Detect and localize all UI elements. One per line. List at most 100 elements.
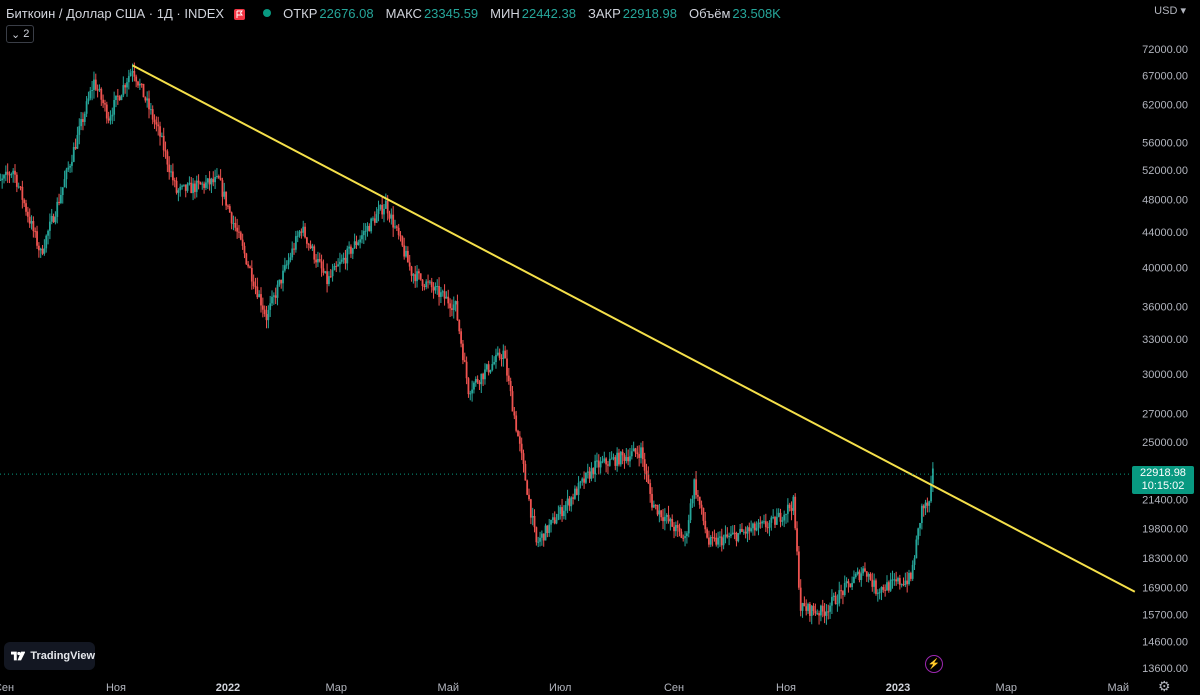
candle (629, 447, 631, 468)
candle (812, 603, 815, 616)
candle (568, 496, 571, 511)
candle (719, 531, 721, 547)
candle (528, 488, 530, 502)
time-tick-label: 2022 (216, 682, 240, 694)
candle (36, 225, 38, 249)
candle (577, 476, 580, 502)
candle (832, 592, 835, 601)
candle (304, 223, 306, 239)
candle (405, 245, 407, 258)
candle (596, 452, 598, 468)
candle (805, 599, 808, 616)
candle (695, 471, 697, 499)
last-price-label: 22918.98 10:15:02 (1132, 466, 1194, 494)
candle (83, 111, 86, 126)
candle (465, 356, 468, 385)
candle (482, 372, 485, 387)
candle (254, 277, 257, 295)
candle (818, 610, 820, 625)
candle (74, 138, 77, 150)
currency-selector[interactable]: USD ▾ (1154, 4, 1186, 17)
candle (487, 360, 490, 376)
trend-line[interactable] (132, 64, 1136, 593)
candle (113, 91, 116, 122)
candle (454, 300, 457, 312)
candlestick-series (0, 62, 934, 625)
candle (388, 210, 391, 223)
candle (307, 242, 310, 251)
candle (496, 346, 499, 357)
candle (579, 480, 582, 489)
volume-value: 23.508K (732, 5, 781, 21)
candle (562, 505, 565, 520)
candle (764, 513, 767, 532)
price-tick-label: 48000.00 (1142, 195, 1188, 207)
symbol-title[interactable]: Биткоин / Доллар США · 1Д · INDEX (6, 5, 225, 21)
candle (148, 90, 150, 119)
lightning-icon[interactable]: ⚡ (925, 655, 943, 673)
candle (493, 356, 496, 366)
gear-icon[interactable]: ⚙ (1158, 678, 1171, 694)
candle (640, 442, 642, 464)
candle (849, 583, 852, 588)
candle (168, 156, 171, 180)
candle (574, 485, 576, 500)
candle (317, 251, 319, 267)
candle (766, 521, 769, 534)
price-axis: 72000.00 67000.00 62000.00 56000.00 52000.00… (1142, 44, 1188, 675)
candle (47, 229, 49, 245)
candle (708, 530, 710, 548)
indicators-toggle-button[interactable]: ⌄ 2 (6, 25, 35, 43)
tradingview-logo[interactable]: TradingView (4, 642, 95, 670)
candle (801, 602, 804, 618)
candle (373, 211, 376, 226)
candle (557, 505, 560, 521)
candle (100, 87, 103, 106)
candle (507, 367, 510, 385)
candle (559, 504, 562, 520)
candle (129, 68, 132, 77)
candle (440, 286, 442, 303)
flag-icon[interactable] (234, 8, 246, 20)
candle (23, 198, 26, 207)
candle (542, 533, 545, 547)
candle (122, 76, 125, 98)
candle (12, 168, 15, 183)
candle (886, 575, 888, 591)
candle (294, 230, 297, 253)
candle (713, 529, 716, 542)
candle (337, 258, 340, 267)
candle (634, 447, 637, 457)
candle (155, 116, 158, 132)
candle (56, 197, 59, 224)
candle (601, 455, 604, 464)
candle (928, 500, 931, 513)
candle (241, 233, 244, 250)
candle (342, 252, 345, 264)
candle (76, 126, 79, 150)
candle (50, 208, 53, 225)
candle (858, 569, 861, 583)
candle (715, 533, 718, 547)
candle (280, 279, 283, 289)
candle (621, 449, 624, 465)
candle (333, 263, 336, 271)
candle (436, 279, 439, 295)
candle (208, 171, 211, 191)
candle (570, 496, 573, 512)
candle (195, 175, 198, 198)
candle (630, 445, 633, 460)
time-tick-label: Мар (996, 682, 1018, 694)
candle (8, 171, 11, 184)
candle (214, 169, 217, 190)
candle (526, 479, 529, 496)
candle (884, 584, 887, 597)
candle (689, 498, 692, 524)
candle (489, 369, 492, 374)
candle (223, 182, 226, 200)
candle (908, 569, 910, 586)
indicators-count: 2 (23, 28, 30, 40)
candle (761, 520, 764, 528)
candle (289, 252, 292, 263)
